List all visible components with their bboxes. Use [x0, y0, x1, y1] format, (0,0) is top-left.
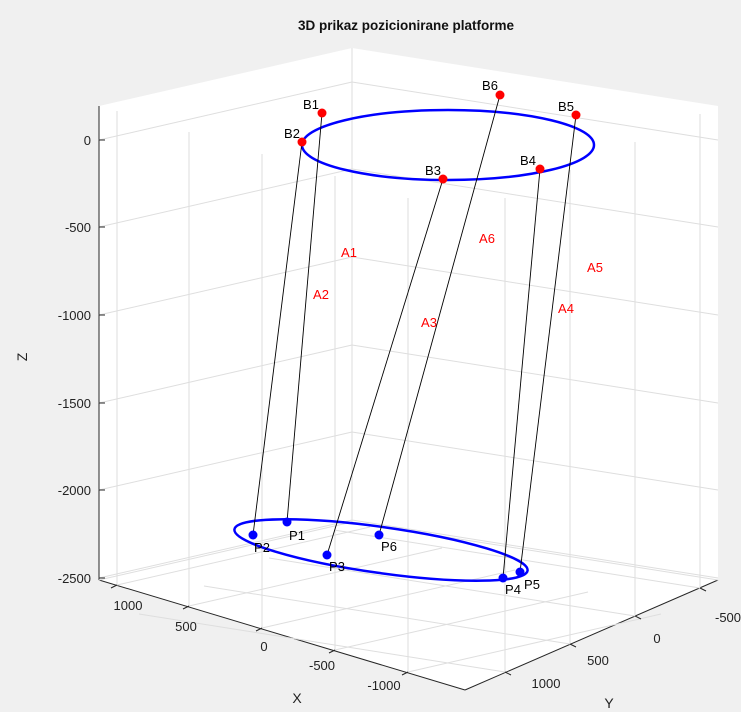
platform-joint-label: P4: [505, 582, 521, 597]
chart-title: 3D prikaz pozicionirane platforme: [298, 18, 515, 33]
platform-joint-point: [374, 530, 384, 540]
grid-line: [98, 519, 353, 579]
platform-joint-label: P1: [289, 528, 305, 543]
grid-line: [407, 613, 662, 673]
actuator-line: [286, 112, 323, 523]
grid-line: [98, 256, 353, 316]
y-tick: [634, 615, 642, 620]
grid-line: [203, 585, 571, 645]
platform-circle: [233, 518, 529, 582]
z-tick-label: -2500: [58, 571, 91, 586]
grid-line: [188, 547, 443, 607]
actuator-line: [502, 168, 541, 579]
platform-joint-point: [322, 550, 332, 560]
base-joint-point: [317, 108, 327, 118]
actuator-label: A5: [587, 260, 603, 275]
actuator-line: [378, 94, 501, 536]
grid-line: [98, 168, 353, 228]
base-joint-label: B2: [284, 126, 300, 141]
grid-line: [351, 519, 719, 579]
actuator-line: [326, 178, 444, 556]
base-joint-point: [438, 174, 448, 184]
platform-joint-label: P2: [254, 540, 270, 555]
x-tick-label: 0: [260, 639, 267, 654]
x-tick-label: 1000: [114, 598, 143, 613]
grid-line: [351, 256, 719, 316]
actuator-label: A1: [341, 245, 357, 260]
actuator-line: [519, 114, 577, 573]
z-tick-label: -2000: [58, 483, 91, 498]
platform-joint-label: P5: [524, 577, 540, 592]
base-joint-label: B1: [303, 97, 319, 112]
base-joint-label: B5: [558, 99, 574, 114]
platform-joint-point: [248, 530, 258, 540]
z-tick-label: -1000: [58, 308, 91, 323]
platform-joint-label: P6: [381, 539, 397, 554]
y-tick-label: 0: [653, 631, 660, 646]
grid-line: [98, 81, 353, 141]
x-tick: [110, 584, 118, 589]
axis-line: [98, 579, 466, 691]
x-tick: [328, 649, 336, 654]
actuator-label: A6: [479, 231, 495, 246]
actuator-line: [252, 141, 303, 536]
x-tick-label: -1000: [367, 678, 400, 693]
platform-joint-point: [498, 573, 508, 583]
actuator-label: A4: [558, 301, 574, 316]
platform-joint-label: P3: [329, 559, 345, 574]
y-tick: [699, 587, 707, 592]
y-tick-label: 500: [587, 653, 609, 668]
base-joint-label: B4: [520, 153, 536, 168]
grid-line: [351, 344, 719, 404]
x-tick-label: -500: [309, 658, 335, 673]
base-joint-point: [495, 90, 505, 100]
y-tick-label: 1000: [532, 676, 561, 691]
base-joint-label: B3: [425, 163, 441, 178]
platform-joint-point: [515, 567, 525, 577]
base-joint-point: [297, 137, 307, 147]
grid-line: [268, 557, 636, 617]
base-joint-label: B6: [482, 78, 498, 93]
actuator-label: A3: [421, 315, 437, 330]
grid-line: [98, 431, 353, 491]
x-axis-label: X: [292, 690, 302, 706]
z-tick-label: -1500: [58, 396, 91, 411]
grid-line: [351, 431, 719, 491]
z-axis-label: Z: [14, 352, 30, 361]
grid-line: [98, 521, 353, 581]
z-tick-label: 0: [84, 133, 91, 148]
y-tick: [569, 643, 577, 648]
platform-joint-point: [282, 517, 292, 527]
grid-line: [98, 344, 353, 404]
x-tick-label: 500: [175, 619, 197, 634]
y-tick-label: -500: [715, 610, 741, 625]
grid-line: [116, 526, 371, 586]
z-tick-label: -500: [65, 220, 91, 235]
axis-line: [464, 579, 719, 691]
actuator-label: A2: [313, 287, 329, 302]
x-tick: [255, 627, 263, 632]
x-tick: [401, 671, 409, 676]
grid-line: [138, 613, 506, 673]
y-axis-label: Y: [604, 695, 614, 711]
base-joint-point: [571, 110, 581, 120]
base-joint-point: [535, 164, 545, 174]
y-tick: [504, 671, 512, 676]
x-tick: [182, 605, 190, 610]
grid-line: [351, 81, 719, 141]
